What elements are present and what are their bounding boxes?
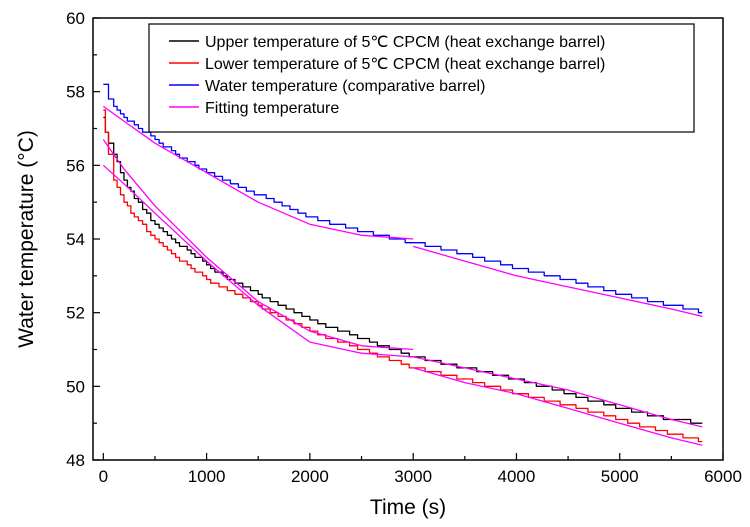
x-tick-label: 5000 (601, 467, 639, 486)
legend-box (148, 23, 695, 133)
legend-label: Lower temperature of 5℃ CPCM (heat excha… (205, 56, 605, 73)
x-tick-label: 2000 (291, 467, 329, 486)
series-line-0 (103, 116, 703, 424)
x-axis-title: Time (s) (370, 496, 446, 519)
x-tick-label: 6000 (704, 467, 742, 486)
series-line-8 (413, 367, 703, 446)
series-line-1 (103, 109, 703, 443)
y-tick-label: 58 (66, 83, 85, 102)
axes-layer: 0 1000 2000 3000 4000 5000 6000 48 50 52 54 56 58 60 (66, 9, 742, 486)
x-tick-label: 1000 (188, 467, 226, 486)
y-tick-label: 48 (66, 451, 85, 470)
y-tick-label: 60 (66, 9, 85, 28)
legend: Upper temperature of 5℃ CPCM (heat excha… (148, 23, 695, 133)
y-tick-label: 50 (66, 377, 85, 396)
legend-label: Water temperature (comparative barrel) (205, 78, 485, 95)
x-tick-label: 4000 (498, 467, 536, 486)
series-line-3 (102, 105, 414, 240)
y-axis-title: Water temperature (°C) (15, 130, 38, 348)
x-tick-label: 3000 (394, 467, 432, 486)
series-line-7 (413, 356, 703, 428)
x-tick-label: 0 (99, 467, 108, 486)
series-line-6 (102, 164, 414, 358)
y-tick-label: 56 (66, 156, 85, 175)
series-line-5 (102, 139, 414, 351)
series-layer (102, 83, 703, 446)
legend-label: Fitting temperature (205, 100, 339, 117)
series-line-4 (413, 245, 703, 318)
legend-label: Upper temperature of 5℃ CPCM (heat excha… (205, 34, 605, 51)
y-tick-label: 54 (66, 230, 85, 249)
y-tick-label: 52 (66, 304, 85, 323)
